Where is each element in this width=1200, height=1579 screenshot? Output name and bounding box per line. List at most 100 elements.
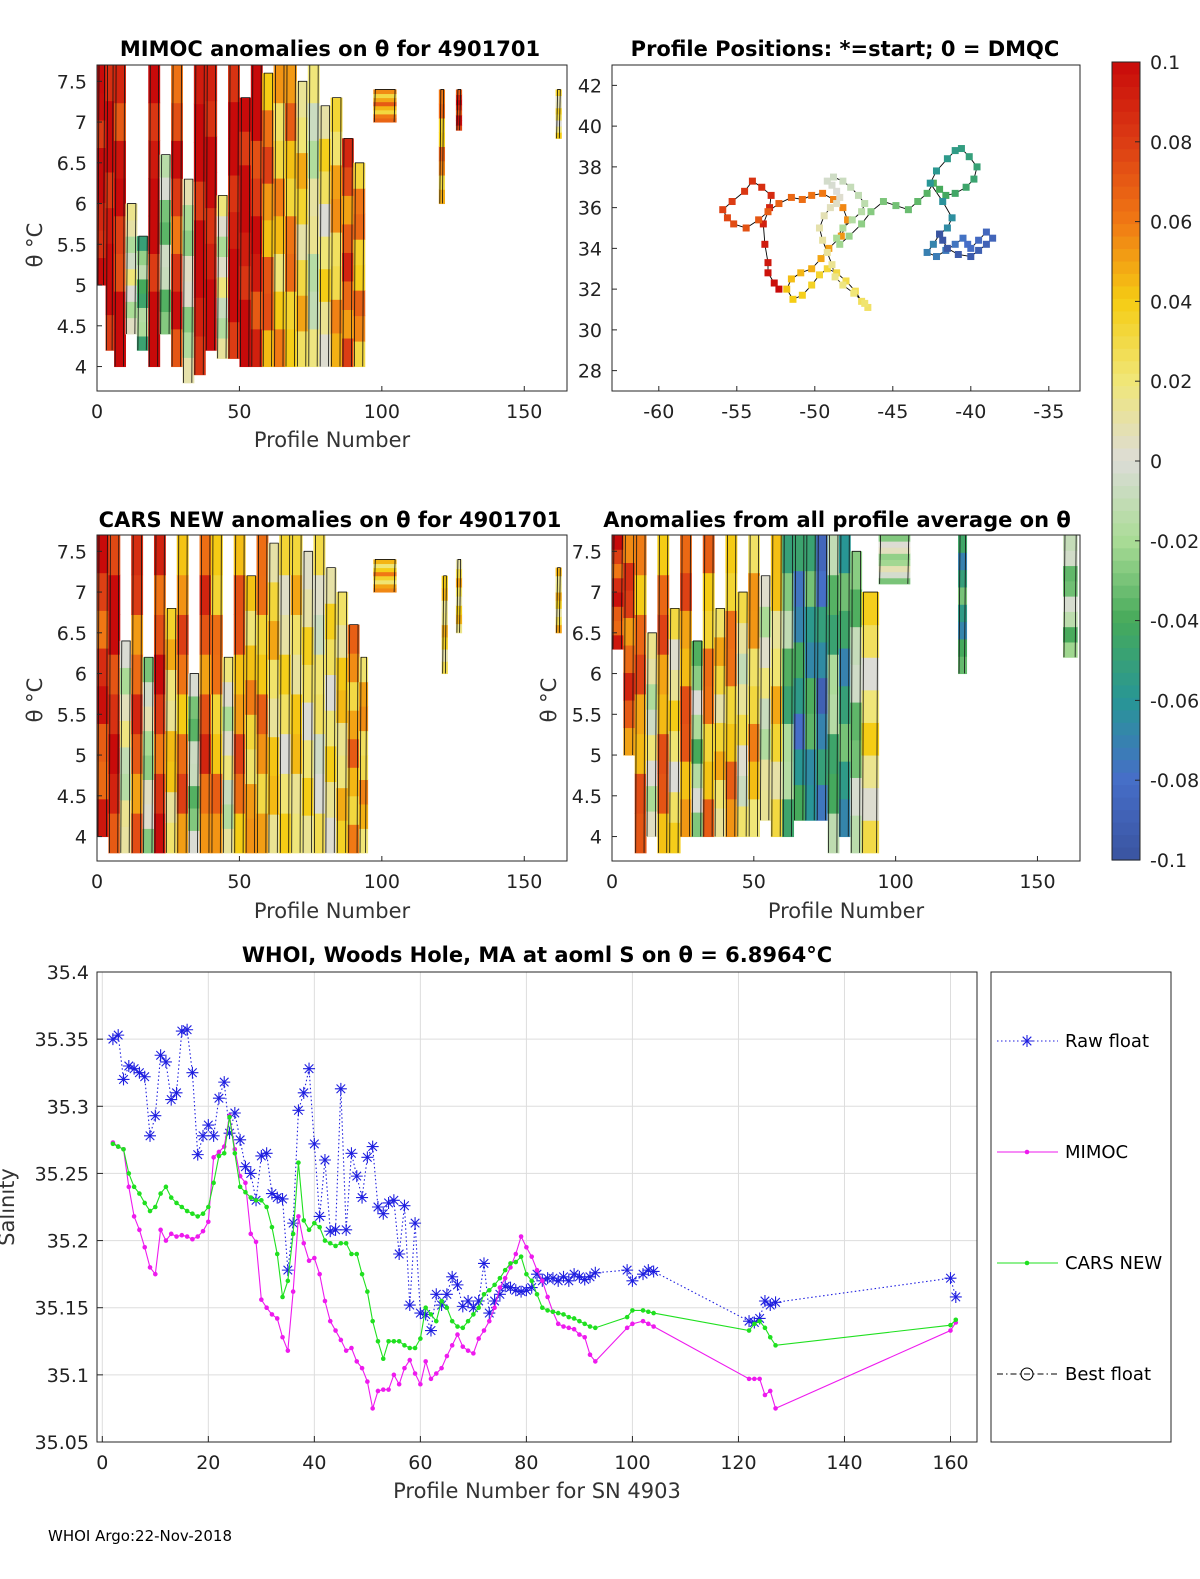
raw-float-point — [531, 1268, 543, 1281]
heatmap-cell — [296, 330, 309, 368]
heatmap-cell — [441, 587, 448, 601]
heatmap-cell — [330, 131, 343, 166]
heatmap-cell — [153, 813, 166, 854]
heatmap-cell — [142, 828, 155, 854]
heatmap-cell — [279, 813, 292, 854]
raw-float-point — [758, 1295, 771, 1307]
heatmap-cell — [210, 813, 223, 854]
heatmap-cell — [228, 321, 240, 359]
heatmap-cell — [159, 177, 172, 200]
raw-float-point — [334, 1082, 347, 1095]
heatmap-cell — [233, 773, 246, 814]
heatmap-cell — [646, 683, 658, 710]
cars-point — [179, 1204, 185, 1210]
position-point — [975, 246, 983, 254]
raw-float-point — [589, 1266, 602, 1279]
mimoc-point — [582, 1334, 588, 1340]
mimoc-point — [630, 1321, 635, 1327]
raw-float-point — [149, 1109, 162, 1122]
heatmap-cell — [165, 822, 178, 854]
heatmap-cell — [222, 828, 235, 854]
heatmap-cell — [182, 204, 195, 231]
heatmap-cell — [782, 535, 795, 574]
contour-line — [120, 640, 131, 853]
heatmap-cell — [455, 114, 463, 121]
contour-line — [703, 535, 714, 837]
heatmap-cell — [279, 733, 292, 774]
contour-line — [148, 65, 160, 367]
contour-line — [165, 607, 177, 853]
position-point — [839, 204, 847, 212]
heatmap-cell — [245, 714, 258, 750]
heatmap-cell — [827, 535, 840, 576]
heatmap-cell — [222, 681, 235, 707]
heatmap-cell — [438, 117, 446, 133]
position-point — [858, 208, 866, 216]
y-tick-label: 36 — [578, 198, 602, 220]
heatmap-cell — [680, 648, 692, 687]
colorbar-step — [1112, 772, 1140, 786]
legend-items: Raw float MIMOC CARS NEW Best float — [997, 1031, 1162, 1385]
raw-float-point — [493, 1288, 506, 1301]
heatmap-cell — [239, 198, 252, 233]
raw-float-point — [234, 1133, 247, 1146]
heatmap-cell — [176, 693, 189, 735]
raw-float-point — [393, 1248, 406, 1260]
raw-float-point — [477, 1257, 490, 1270]
heatmap-cell — [353, 239, 366, 266]
heatmap-cell — [148, 102, 161, 141]
cars-xlabel: Profile Number — [254, 899, 411, 923]
heatmap-cell — [373, 97, 397, 103]
contour-line — [245, 575, 256, 853]
position-point — [719, 206, 727, 214]
heatmap-cell — [267, 581, 280, 622]
heatmap-cell — [108, 614, 121, 655]
y-tick-label: 35.25 — [35, 1163, 89, 1185]
raw-float-point — [197, 1129, 210, 1142]
colorbar-step — [1112, 485, 1140, 500]
mimoc-point — [471, 1351, 476, 1356]
colorbar-step — [1112, 785, 1140, 799]
contour-line — [314, 535, 325, 853]
mimoc-point — [418, 1381, 423, 1387]
mimoc-point — [190, 1236, 195, 1242]
heatmap-cell — [455, 605, 463, 615]
colorbar-step — [1112, 261, 1140, 275]
heatmap-cell — [285, 291, 297, 330]
legend-box — [990, 971, 1172, 1443]
position-point — [942, 191, 950, 199]
heatmap-cell — [347, 710, 360, 740]
heatmap-cell — [702, 723, 715, 762]
colorbar-tick-label: 0.1 — [1150, 52, 1180, 74]
mimoc-point — [439, 1365, 444, 1371]
mimoc-point — [259, 1297, 264, 1302]
heatmap-cell — [250, 215, 263, 254]
heatmap-cell — [330, 265, 343, 300]
mimoc-axes-box — [96, 64, 568, 392]
cars-point — [274, 1251, 280, 1257]
contour-line — [137, 235, 148, 351]
heatmap-cell — [210, 614, 223, 655]
colorbar-step — [1112, 74, 1140, 88]
heatmap-cell — [612, 535, 624, 550]
cars-point — [502, 1267, 508, 1273]
mimoc-point — [624, 1325, 630, 1331]
heatmap-cell — [108, 693, 121, 735]
mimoc-point — [338, 1337, 344, 1343]
heatmap-cell — [324, 638, 337, 676]
heatmap-cell — [612, 620, 624, 636]
heatmap-cell — [634, 654, 647, 695]
contour-line — [657, 535, 669, 853]
heatmap-cell — [216, 256, 229, 278]
colorbar-step — [1112, 361, 1140, 375]
heatmap-cell — [233, 614, 246, 655]
heatmap-cell — [347, 653, 360, 683]
heatmap-cell — [634, 733, 647, 774]
heatmap-cell — [188, 718, 201, 742]
mimoc-point — [767, 1388, 773, 1394]
heatmap-cell — [782, 798, 795, 838]
contour-line — [211, 535, 222, 853]
heatmap-cell — [176, 535, 189, 576]
heatmap-cell — [199, 693, 212, 735]
heatmap-cell — [307, 140, 320, 179]
